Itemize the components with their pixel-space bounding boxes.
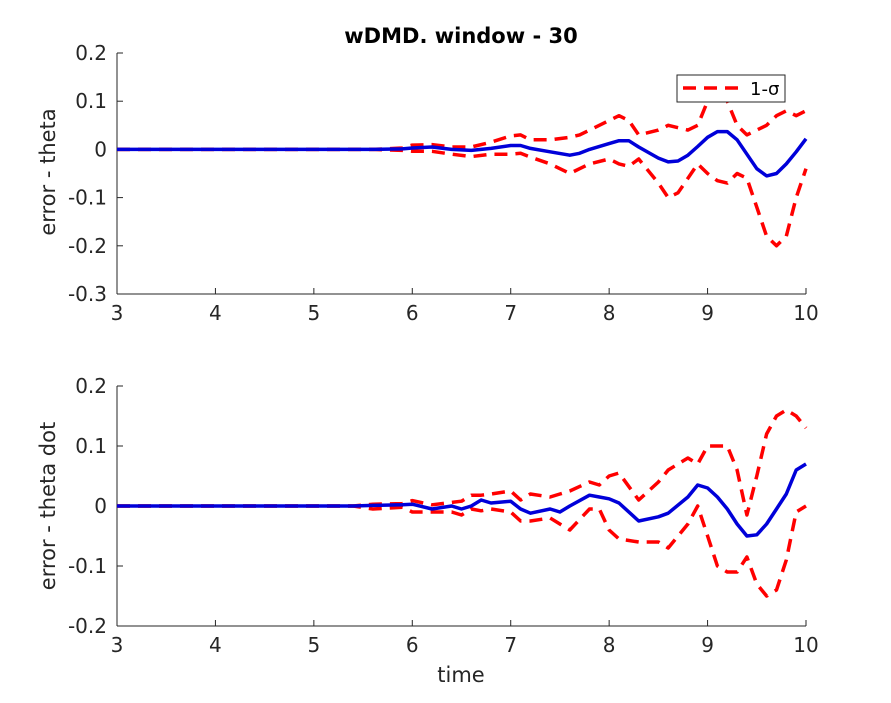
y-tick-label: -0.2 <box>68 234 107 258</box>
x-tick-label: 4 <box>209 633 222 657</box>
figure-title: wDMD. window - 30 <box>344 24 577 48</box>
x-tick-label: 5 <box>307 301 320 325</box>
x-tick-label: 7 <box>504 633 517 657</box>
x-tick-label: 3 <box>111 301 124 325</box>
axes-theta-dot: error - theta dot time 3 4 5 6 7 8 9 10 -0.2 -0.1… <box>36 374 819 687</box>
x-axis-label-time: time <box>437 663 484 687</box>
x-tick-label: 6 <box>406 301 419 325</box>
series-line-mean <box>117 462 807 538</box>
x-tick-label: 6 <box>406 633 419 657</box>
x-tick-label: 5 <box>307 633 320 657</box>
series-line-sigma-lower <box>117 147 808 248</box>
y-tick-label: 0 <box>94 137 107 161</box>
y-tick-label: -0.3 <box>68 282 107 306</box>
y-tick-label: -0.2 <box>68 614 107 638</box>
legend-label-sigma: 1-σ <box>750 79 779 100</box>
x-tick-label: 9 <box>701 633 714 657</box>
x-tick-label: 8 <box>603 633 616 657</box>
y-axis-label-theta: error - theta <box>36 108 60 235</box>
axes-theta: error - theta 3 4 5 6 7 8 9 10 -0.3 -0.2 -0.1 0 0.1 0… <box>36 41 819 325</box>
y-tick-label: 0 <box>94 494 107 518</box>
y-tick-label: 0.1 <box>75 89 107 113</box>
x-tick-label: 9 <box>701 301 714 325</box>
y-tick-label: 0.2 <box>75 374 107 398</box>
series-line-sigma-upper <box>117 84 807 152</box>
y-axis-label-theta-dot: error - theta dot <box>36 422 60 590</box>
x-tick-label: 4 <box>209 301 222 325</box>
series-line-sigma-upper <box>117 408 808 517</box>
x-tick-label: 10 <box>793 301 818 325</box>
y-tick-label: -0.1 <box>68 186 107 210</box>
x-tick-label: 8 <box>603 301 616 325</box>
x-tick-label: 10 <box>793 633 818 657</box>
y-tick-label: -0.1 <box>68 554 107 578</box>
y-tick-label: 0.1 <box>75 434 107 458</box>
series-line-mean <box>117 129 808 178</box>
x-tick-label: 7 <box>504 301 517 325</box>
legend: 1-σ <box>676 74 786 103</box>
series-line-sigma-lower <box>117 504 807 598</box>
y-tick-label: 0.2 <box>75 41 107 65</box>
x-tick-label: 3 <box>111 633 124 657</box>
